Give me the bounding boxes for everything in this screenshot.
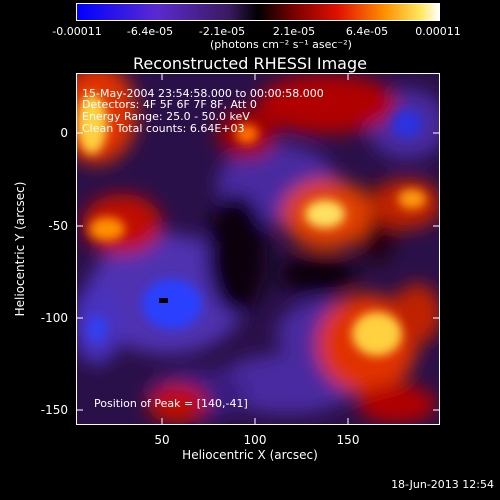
colorbar-tick-2: -6.4e-05: [126, 25, 174, 38]
y-tick-minus150: -150: [40, 403, 68, 417]
colorbar-tick-3: -2.1e-05: [198, 25, 246, 38]
colorbar-tick-1: -0.00011: [52, 25, 102, 38]
colorbar-tick-5: 6.4e-05: [345, 25, 389, 38]
footer-date: 18-Jun-2013 12:54: [391, 478, 494, 491]
colorbar-tick-4: 2.1e-05: [272, 25, 316, 38]
peak-position: Position of Peak = [140,-41]: [94, 397, 248, 410]
y-axis-label: Heliocentric Y (arcsec): [13, 181, 27, 317]
y-tick-0: 0: [60, 126, 68, 140]
colorbar-tick-6: 0.00011: [415, 25, 461, 38]
x-tick-50: 50: [154, 433, 170, 447]
info-energy: Energy Range: 25.0 - 50.0 keV: [82, 110, 250, 123]
info-detectors: Detectors: 4F 5F 6F 7F 8F, Att 0: [82, 98, 257, 111]
colorbar-gradient: [77, 4, 439, 20]
info-clean: Clean Total counts: 6.64E+03: [82, 122, 245, 135]
image-plot: [76, 73, 440, 425]
image-title: Reconstructed RHESSI Image: [133, 54, 367, 73]
x-tick-100: 100: [243, 433, 267, 447]
colorbar: [76, 3, 440, 21]
y-tick-minus100: -100: [40, 311, 68, 325]
y-tick-minus50: -50: [48, 219, 68, 233]
x-axis-label: Heliocentric X (arcsec): [182, 448, 318, 462]
colorbar-units: (photons cm⁻² s⁻¹ asec⁻²): [210, 38, 352, 51]
x-tick-150: 150: [336, 433, 360, 447]
reconstructed-image: [77, 74, 439, 424]
negative-peak-marker: [159, 298, 168, 303]
info-time: 15-May-2004 23:54:58.000 to 00:00:58.000: [82, 87, 324, 100]
